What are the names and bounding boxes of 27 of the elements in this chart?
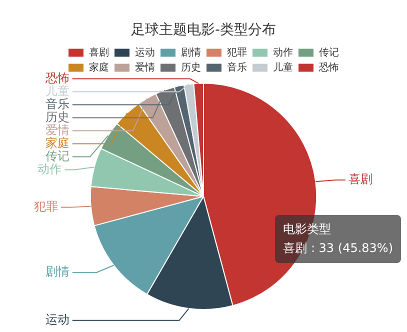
legend-label: 恐怖 [318,62,339,74]
slice-label: 喜剧 [348,172,373,186]
legend-label: 家庭 [89,62,109,74]
slice-label: 运动 [45,312,70,327]
legend-label: 传记 [319,46,339,59]
chart-title: 足球主题电影-类型分布 [130,22,276,38]
legend-label: 喜剧 [89,46,109,59]
slice-label: 家庭 [45,136,70,150]
slice-label: 犯罪 [34,199,58,214]
slice-label: 恐怖 [44,70,70,85]
slice-label: 剧情 [45,264,70,279]
text: 喜剧 : 33 (45.83%) [283,240,393,257]
legend-label: 动作 [273,48,293,59]
legend-label: 运动 [135,46,155,59]
slice-label: 传记 [45,148,70,163]
legend-label: 音乐 [227,62,247,74]
legend-label: 犯罪 [227,48,247,59]
slice-label: 爱情 [45,122,70,137]
legend-label: 爱情 [135,62,155,74]
legend-label: 儿童 [273,62,293,74]
legend-label: 剧情 [181,46,201,59]
legend-label: 历史 [181,62,201,74]
slice-label: 音乐 [45,96,70,111]
slice-label: 动作 [38,162,62,176]
text: 电影类型 [283,221,332,238]
slice-label: 历史 [45,110,70,124]
slice-label: 儿童 [45,84,70,98]
